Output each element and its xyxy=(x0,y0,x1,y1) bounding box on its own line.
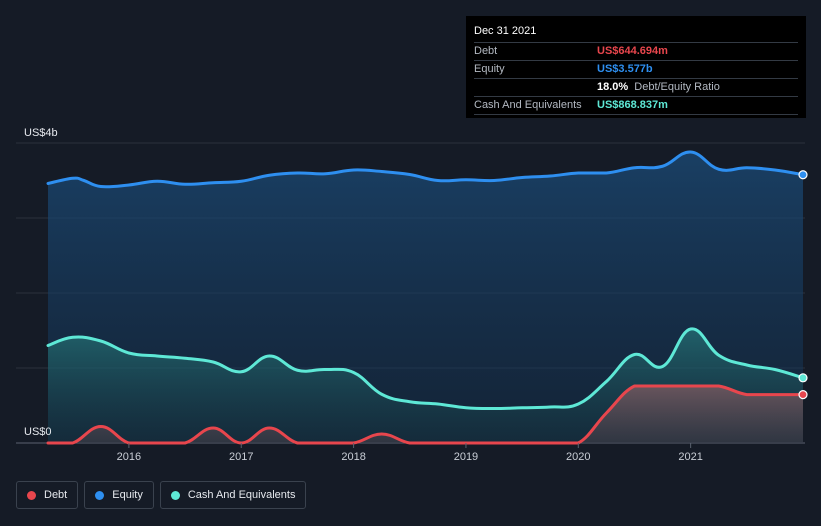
x-tick-label: 2017 xyxy=(229,451,253,463)
tooltip-debt-label: Debt xyxy=(474,45,498,57)
series-lines xyxy=(46,150,805,445)
x-tick-label: 2016 xyxy=(117,451,141,463)
tooltip-ratio: 18.0% Debt/Equity Ratio xyxy=(597,79,720,96)
equity-line xyxy=(46,150,805,189)
legend-item-equity[interactable]: Equity xyxy=(84,481,154,509)
tooltip-cash-value: US$868.837m xyxy=(597,99,668,111)
legend-item-debt[interactable]: Debt xyxy=(16,481,79,509)
axis-labels: US$4b US$0 xyxy=(24,127,58,438)
tooltip-equity-value: US$3.577b xyxy=(597,63,653,75)
legend-label-debt: Debt xyxy=(44,489,68,501)
tooltip-row-ratio: 18.0% Debt/Equity Ratio xyxy=(474,79,798,97)
legend-label-equity: Equity xyxy=(112,489,143,501)
cash-line xyxy=(46,327,805,411)
tooltip-debt-value: US$644.694m xyxy=(597,45,668,57)
end-markers xyxy=(798,170,808,400)
tooltip-panel: Dec 31 2021 Debt US$644.694m Equity US$3… xyxy=(466,16,806,118)
debt-end-marker xyxy=(798,390,808,400)
x-tick-label: 2021 xyxy=(678,451,702,463)
tooltip-ratio-label: Debt/Equity Ratio xyxy=(634,81,720,93)
legend-dot-cash-icon xyxy=(170,490,180,500)
x-tick-label: 2018 xyxy=(341,451,365,463)
legend-dot-debt-icon xyxy=(27,490,36,500)
tooltip-row-cash: Cash And Equivalents US$868.837m xyxy=(474,97,798,115)
tooltip-row-debt: Debt US$644.694m xyxy=(474,43,798,61)
legend-dot-equity-icon xyxy=(95,490,105,500)
x-tick-label: 2019 xyxy=(454,451,478,463)
legend-label-cash: Cash And Equivalents xyxy=(187,489,296,501)
tooltip-equity-label: Equity xyxy=(474,63,505,75)
tooltip-date: Dec 31 2021 xyxy=(474,24,798,43)
chart-legend: Debt Equity Cash And Equivalents xyxy=(16,481,307,509)
equity-end-marker xyxy=(798,170,808,180)
series-areas xyxy=(48,151,803,444)
tooltip-cash-label: Cash And Equivalents xyxy=(474,99,582,111)
y-axis-top-label: US$4b xyxy=(24,127,58,139)
debt-area xyxy=(48,386,803,443)
tooltip-row-equity: Equity US$3.577b xyxy=(474,61,798,79)
x-tick-label: 2020 xyxy=(566,451,590,463)
debt-line xyxy=(46,384,805,445)
cash-end-marker xyxy=(798,373,808,383)
tooltip-ratio-value: 18.0% xyxy=(597,81,629,93)
y-axis-zero-label: US$0 xyxy=(24,426,52,438)
x-axis-ticks: 2016 2017 2018 2019 2020 2021 xyxy=(117,443,703,463)
legend-item-cash[interactable]: Cash And Equivalents xyxy=(159,481,307,509)
